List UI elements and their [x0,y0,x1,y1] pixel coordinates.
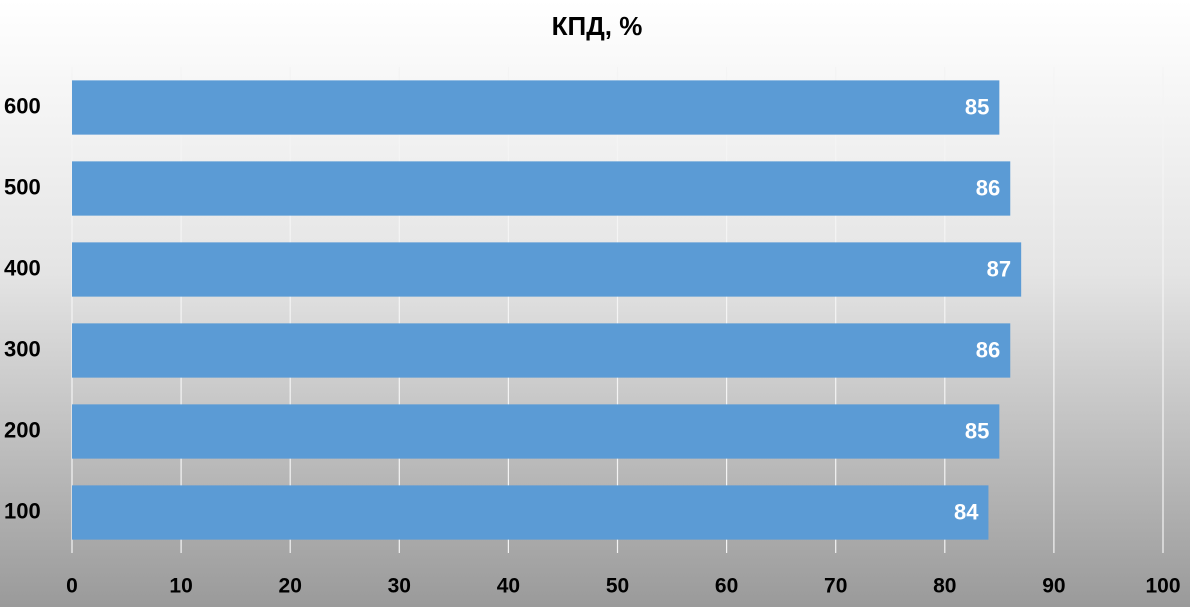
x-tick-label: 30 [388,575,411,598]
bar [72,80,1000,135]
y-tick-label: 200 [4,417,41,442]
data-label: 86 [976,337,1000,362]
bar [72,242,1022,297]
data-label: 86 [976,175,1000,200]
x-tick-label: 80 [933,575,956,598]
bar [72,323,1011,378]
data-label: 87 [987,256,1011,281]
x-tick-label: 70 [824,575,847,598]
y-tick-label: 600 [4,93,41,118]
x-tick-label: 40 [497,575,520,598]
x-tick-label: 90 [1042,575,1065,598]
y-tick-label: 500 [4,174,41,199]
y-tick-label: 100 [4,498,41,523]
x-tick-label: 0 [66,575,78,598]
data-label: 85 [965,94,989,119]
y-tick-label: 300 [4,336,41,361]
bar [72,485,989,540]
data-label: 85 [965,418,989,443]
bar [72,161,1011,216]
y-tick-label: 400 [4,255,41,280]
x-tick-label: 10 [169,575,192,598]
data-label: 84 [954,499,979,524]
x-tick-label: 50 [606,575,629,598]
chart-title: КПД, % [552,11,643,41]
x-tick-label: 20 [279,575,302,598]
x-tick-label: 60 [715,575,738,598]
bar [72,404,1000,459]
x-tick-label: 100 [1145,575,1180,598]
